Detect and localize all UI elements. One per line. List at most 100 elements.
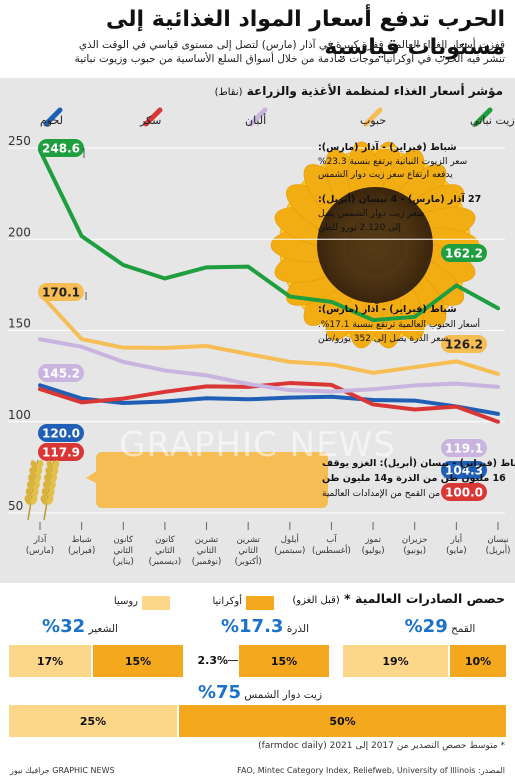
annotation-war-box <box>96 452 328 508</box>
x-tick-label: (أغسطس) <box>312 544 351 556</box>
x-tick-label: تشرين <box>195 535 219 545</box>
value-labels-layer: 248.6 162.2 170.1 126.2 145.2 119.1 117.9 100.0… <box>38 139 487 501</box>
start-value-meat: 120.0 <box>42 427 80 441</box>
wheat-grain <box>45 467 53 477</box>
price-index-chart: 250 200 150 100 50 248.6 162.2 170.1 126.2 145.2… <box>8 107 515 567</box>
start-value-sugar: 117.9 <box>42 446 80 460</box>
annotation-oil-head: شباط (فبراير) - آذار (مارس): <box>318 140 457 153</box>
x-tick-label: كانون <box>155 535 176 545</box>
wheat-grain <box>44 474 52 484</box>
series-line-meat <box>38 383 500 416</box>
legend-mark-meat <box>43 107 63 127</box>
start-value-veg_oil-pill <box>38 139 84 157</box>
crop-label-barley: الشعير <box>88 623 118 635</box>
bar-corn-ukraine: 15% <box>238 644 330 678</box>
annotation-war-line1: 16 مليون طن من الذرة و14 مليون طن <box>322 473 506 484</box>
x-tick-label: كانون <box>113 535 134 545</box>
crop-pct-sunflower: 75% <box>197 682 242 703</box>
wheat-grain <box>30 495 38 505</box>
wheat-grain <box>46 495 54 505</box>
x-tick-label: (يناير) <box>113 557 134 567</box>
crop-title-barley: الشعير 32% <box>20 616 140 637</box>
x-tick-label: (أبريل) <box>486 544 511 556</box>
legend-label-meat: لحوم <box>40 114 63 127</box>
x-tick-label: نيسان <box>487 535 508 545</box>
end-value-sugar-pill <box>441 483 487 501</box>
wheat-grain <box>42 481 50 491</box>
end-value-meat-pill <box>441 461 487 479</box>
crop-pct-barley: 32% <box>42 616 86 637</box>
x-axis: آذار(مارس)شباط(فبراير)كانونالثاني(يناير)… <box>26 522 511 567</box>
x-tick-label: (مارس) <box>26 546 54 556</box>
wheat-grain <box>24 495 32 505</box>
legend-label-ukraine: أوكرانيا <box>212 596 242 607</box>
x-tick-label: (يونيو) <box>403 546 426 556</box>
x-tick-label: آذار <box>33 533 47 545</box>
legend-mark-dairy <box>248 107 268 127</box>
series-line-cereals <box>38 291 500 376</box>
x-tick-label: الثاني <box>197 546 217 556</box>
x-tick-label: أيلول <box>281 533 299 545</box>
legend-mark-veg_oil <box>473 107 493 127</box>
annotations-layer: شباط (فبراير) - آذار (مارس): سعر الزيوت ا… <box>83 140 515 508</box>
annotation-oil-line2: يدفعه ارتفاع سعر زيت دوار الشمس <box>318 170 453 180</box>
subtitle: قفزت أسعار الغذاء العالمية قفزة كبيرة في… <box>10 38 505 66</box>
chart-unit: (نقاط) <box>214 87 243 98</box>
source-line: المصدر: FAO, Mintec Category Index, Reli… <box>237 766 505 775</box>
subtitle-line-1: قفزت أسعار الغذاء العالمية قفزة كبيرة في… <box>78 39 505 51</box>
wheat-grain <box>34 474 42 484</box>
chart-legend: زيت نباتي حبوب ألبان سكر لحوم <box>40 107 515 127</box>
annotation-oil-line1: سعر الزيوت النباتية يرتفع بنسبة 23.3% <box>318 157 467 167</box>
crop-title-corn: الذرة 17.3% <box>205 616 325 637</box>
bar-barley-russia: 17% <box>8 644 92 678</box>
x-tick-label: أيار <box>450 533 462 545</box>
annotation-war-head: شباط (فبراير) - نيسان (أبريل): الغزو يوق… <box>322 456 515 469</box>
start-value-meat-pill <box>38 424 84 442</box>
start-value-cereals: 170.1 <box>42 286 80 300</box>
wheat-grain <box>28 474 36 484</box>
subtitle-line-2: تنشر فيه الحرب في أوكرانيا موجات صادمة م… <box>74 53 505 66</box>
x-tick-label: (سبتمبر) <box>274 546 305 556</box>
shares-heading: حصص الصادرات العالمية * (قبل الغزو) <box>292 591 505 606</box>
crop-pct-corn: 17.3% <box>220 616 284 637</box>
wheat-grain <box>41 488 49 498</box>
crop-title-wheat: القمح 29% <box>380 616 500 637</box>
end-value-dairy: 119.1 <box>445 442 483 456</box>
wheat-icon <box>24 459 60 521</box>
corn-russia-pointer <box>228 660 238 661</box>
series-line-sugar <box>38 381 500 424</box>
wheat-grain <box>51 467 59 477</box>
annotation-war-pointer <box>86 470 98 484</box>
footnote: * متوسط حصص التصدير من 2017 إلى 2021 (fa… <box>258 741 505 751</box>
bar-wheat-ukraine: 10% <box>449 644 507 678</box>
y-tick-label: 100 <box>8 408 31 422</box>
wheat-grain <box>48 481 56 491</box>
chart-title: مؤشر أسعار الغذاء لمنظمة الأغذية والزراع… <box>246 84 503 98</box>
annotation-cereal-line1: أسعار الحبوب العالمية ترتفع بنسبة 17.1%. <box>318 318 480 330</box>
x-tick-label: (فبراير) <box>68 546 95 556</box>
crop-pct-wheat: 29% <box>404 616 448 637</box>
start-value-veg_oil: 248.6 <box>42 142 80 156</box>
annotation-sun-head: 27 آذار (مارس) - 4 نيسان (أبريل): <box>318 192 481 205</box>
x-tick-label: (ديسمبر) <box>149 557 182 567</box>
end-value-cereals: 126.2 <box>445 338 483 352</box>
annotation-cereal-head: شباط (فبراير) - آذار (مارس): <box>318 302 457 315</box>
legend-swatch-ukraine <box>246 596 274 610</box>
x-tick-label: (مايو) <box>446 546 467 556</box>
legend-label-veg_oil: زيت نباتي <box>470 114 515 127</box>
x-tick-label: تموز <box>364 535 381 545</box>
crop-label-wheat: القمح <box>451 623 476 635</box>
wheat-grain <box>46 460 54 470</box>
crop-label-sunflower: زيت دوار الشمس <box>244 689 323 701</box>
annotation-sun-line1: سعر زيت دوار الشمس يصل <box>318 209 424 219</box>
page-title: الحرب تدفع أسعار المواد الغذائية إلى مست… <box>106 7 505 60</box>
start-value-dairy: 145.2 <box>42 367 80 381</box>
watermark: GRAPHIC NEWS <box>119 425 396 465</box>
wheat-grain <box>50 474 58 484</box>
y-tick-label: 150 <box>8 317 31 331</box>
y-tick-label: 50 <box>8 499 23 513</box>
x-tick-label: الثاني <box>238 546 258 556</box>
wheat-grain <box>35 467 43 477</box>
bar-sunflower-ukraine: 50% <box>178 704 507 738</box>
series-line-dairy <box>38 337 500 394</box>
